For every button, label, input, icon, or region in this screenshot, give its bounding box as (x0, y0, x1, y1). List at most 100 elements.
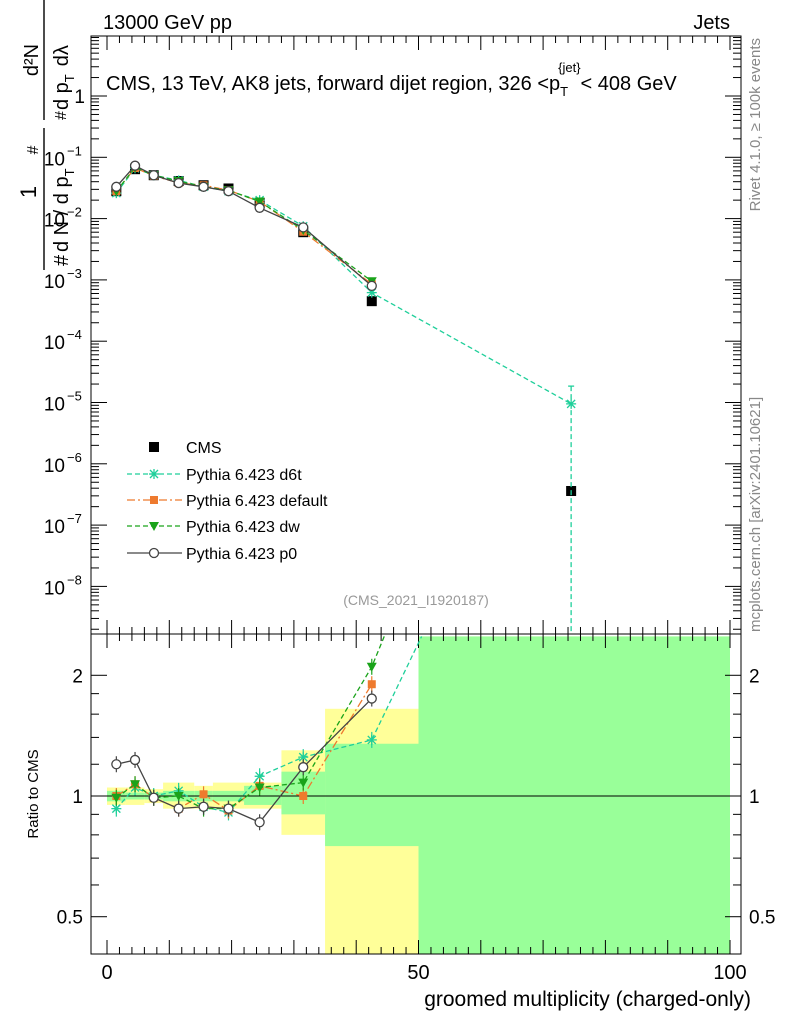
legend-marker (149, 442, 159, 452)
legend-symbols (127, 442, 182, 559)
series-pythia-6-423-p0 (111, 160, 377, 291)
y-tick-label: 10 (44, 578, 65, 599)
title-tail: < 408 GeV (581, 73, 678, 95)
ratio-point (254, 817, 265, 828)
data-point (254, 202, 265, 213)
ylabel-num2: d²N (21, 44, 43, 76)
series-cms (111, 164, 577, 496)
series-line-pythia-6-423-default (115, 167, 373, 285)
band-inner (325, 743, 419, 847)
title-sub: T (560, 84, 568, 99)
y-tick-label: 10 (44, 456, 65, 477)
y-tick-label: 10 (44, 272, 65, 293)
y-tick-exponent: −2 (67, 205, 82, 220)
main-chart-title: CMS, 13 TeV, AK8 jets, forward dijet reg… (106, 60, 677, 99)
data-point (366, 296, 377, 307)
main-y-axis-label: 1 # d N / d pT # d²N # d pTdλ (16, 0, 77, 270)
ratio-y-axis-label: Ratio to CMS (25, 749, 42, 838)
data-point (148, 170, 159, 181)
ratio-axis-ticks: 0.5 0.5 1 1 2 2 0 50 100 (57, 634, 775, 984)
legend-label-default: Pythia 6.423 default (186, 493, 328, 510)
ratio-point (366, 662, 377, 672)
header-right: Jets (693, 12, 730, 34)
y-tick-label: 10 (44, 333, 65, 354)
x-tick-label: 50 (407, 962, 429, 984)
series-pythia-6-423-dw (111, 163, 377, 287)
data-point (129, 160, 141, 171)
series-pythia-6-423-d6t (111, 163, 577, 634)
ratio-plot-series (111, 636, 423, 831)
ratio-y-tick-label: 1 (72, 787, 83, 808)
ratio-point (223, 803, 234, 814)
y-tick-label: 1 (74, 87, 85, 108)
ratio-point (254, 783, 265, 793)
title-sup: {jet} (558, 60, 581, 75)
ratio-point (148, 792, 159, 803)
series-line-pythia-6-423-p0 (115, 164, 373, 287)
legend-marker (148, 547, 160, 559)
ylabel-den1: d N / d pT (51, 168, 77, 252)
ratio-point (111, 793, 122, 803)
y-tick-label: 10 (44, 517, 65, 538)
data-point (298, 222, 309, 233)
data-point (111, 181, 122, 192)
data-point (254, 197, 265, 207)
y-tick-label: 10 (44, 149, 65, 170)
legend-label-cms: CMS (186, 440, 222, 457)
series-line-pythia-6-423-d6t (115, 167, 572, 405)
ylabel-hash: # (25, 145, 42, 154)
y-tick-exponent: −1 (67, 143, 82, 158)
legend-label-p0: Pythia 6.423 p0 (186, 546, 297, 563)
ratio-series-pythia-6-423-p0 (111, 690, 377, 831)
y-tick-exponent: −5 (67, 389, 82, 404)
ratio-point (254, 771, 265, 782)
y-tick-exponent: −8 (67, 572, 82, 587)
ratio-point (298, 762, 309, 773)
ratio-point (173, 803, 184, 814)
title-p: p (549, 73, 560, 95)
ratio-point (367, 680, 376, 689)
data-point (173, 177, 184, 189)
ratio-point (111, 759, 122, 770)
analysis-id-label: (CMS_2021_I1920187) (343, 592, 489, 608)
ratio-point (366, 734, 377, 745)
x-tick-label: 100 (713, 962, 746, 984)
legend-marker (149, 469, 159, 479)
x-tick-label: 0 (101, 962, 112, 984)
rivet-label: Rivet 4.1.0, ≥ 100k events (747, 38, 764, 211)
y-tick-exponent: −7 (67, 511, 82, 526)
ratio-line-pythia-6-423-d6t (115, 636, 423, 814)
y-tick-exponent: −4 (67, 327, 82, 342)
title-main: CMS, 13 TeV, AK8 jets, forward dijet reg… (106, 73, 549, 95)
data-point (198, 181, 209, 192)
ratio-point (366, 693, 377, 704)
ratio-panel: 0.5 0.5 1 1 2 2 0 50 100 (57, 633, 775, 984)
band-inner (418, 636, 730, 954)
ratio-uncertainty-bands (107, 636, 730, 954)
ratio-point (299, 792, 308, 800)
ratio-line-pythia-6-423-dw (115, 636, 385, 810)
y-tick-exponent: −3 (67, 266, 82, 281)
main-panel: 10 −810 −710 −610 −510 −410 −310 −210 −11 (44, 35, 742, 635)
ylabel-den1-hash: # (51, 254, 73, 266)
ratio-y-tick-label-right: 2 (749, 666, 760, 687)
ratio-plot-frame (90, 633, 742, 955)
legend-label-d6t: Pythia 6.423 d6t (186, 467, 302, 484)
main-plot-frame (90, 35, 742, 635)
main-axis-ticks: 10 −810 −710 −610 −510 −410 −310 −210 −11 (44, 36, 741, 634)
ratio-point (199, 790, 208, 799)
legend-label-dw: Pythia 6.423 dw (186, 519, 300, 536)
ratio-y-tick-label-right: 0.5 (749, 908, 775, 929)
y-tick-label: 10 (44, 395, 65, 416)
y-tick-exponent: −6 (67, 450, 82, 465)
mcplots-label: mcplots.cern.ch [arXiv:2401.10621] (747, 397, 764, 632)
ratio-point (130, 780, 141, 790)
series-pythia-6-423-default (112, 163, 376, 289)
legend-marker (149, 522, 159, 531)
data-point (566, 398, 577, 409)
series-line-pythia-6-423-dw (115, 166, 373, 282)
legend: CMS Pythia 6.423 d6t Pythia 6.423 defaul… (127, 440, 328, 563)
ratio-point (198, 801, 209, 812)
ratio-point (298, 778, 309, 788)
